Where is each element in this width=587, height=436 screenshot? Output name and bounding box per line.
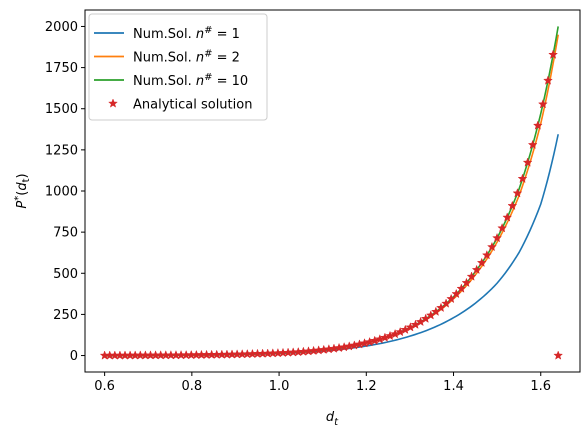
x-tick-label: 1.2 [356, 379, 377, 394]
analytical-star-marker [548, 49, 559, 59]
legend-label-sup: # [204, 25, 212, 36]
series-line-1 [104, 134, 559, 357]
legend-star-icon [108, 98, 118, 108]
x-axis-label: dt [326, 410, 339, 428]
legend-label: Num.Sol. n# = 10 [133, 72, 248, 89]
analytical-star-marker [517, 173, 528, 183]
analytical-star-marker [481, 250, 492, 260]
y-axis-label-main: P [15, 201, 30, 209]
analytical-star-marker [466, 271, 477, 281]
y-tick-label: 2000 [45, 20, 78, 35]
analytical-star-marker [497, 222, 508, 233]
y-tick-label: 1500 [45, 102, 78, 117]
y-axis-label-close: ) [15, 173, 30, 178]
analytical-star-marker [543, 75, 553, 85]
analytical-star-marker [553, 350, 564, 360]
legend-label: Num.Sol. n# = 1 [133, 25, 240, 42]
y-tick-label: 0 [70, 349, 78, 364]
legend-label-prefix: Num.Sol. [133, 27, 196, 42]
y-axis-label: P*(dt) [13, 173, 32, 208]
y-tick-label: 250 [53, 308, 78, 323]
analytical-star-marker [476, 257, 487, 268]
x-tick-label: 1.0 [269, 379, 290, 394]
legend-label-prefix: Analytical solution [133, 98, 252, 113]
y-tick-label: 1750 [45, 61, 78, 76]
legend-label-var: n [196, 27, 204, 42]
legend-label: Analytical solution [133, 98, 252, 113]
analytical-star-marker [471, 264, 482, 275]
analytical-star-marker [537, 99, 548, 109]
x-tick-label: 0.6 [94, 379, 115, 394]
analytical-star-marker [446, 293, 457, 304]
analytical-star-marker [522, 157, 533, 167]
y-axis-label-sup: * [13, 196, 24, 201]
y-axis-label-open: ( [15, 191, 30, 196]
legend-label: Num.Sol. n# = 2 [133, 49, 240, 66]
analytical-star-marker [532, 120, 543, 130]
y-tick-label: 1250 [45, 143, 78, 158]
x-axis-label-sub: t [334, 417, 339, 428]
y-tick-label: 500 [53, 267, 78, 282]
y-tick-label: 750 [53, 226, 78, 241]
legend-label-suffix: = 10 [212, 74, 248, 89]
x-tick-label: 1.6 [530, 379, 551, 394]
x-tick-label: 0.8 [182, 379, 203, 394]
legend-label-prefix: Num.Sol. [133, 51, 196, 66]
analytical-star-marker [486, 241, 497, 252]
legend-box [88, 13, 268, 121]
analytical-star-marker [461, 277, 472, 288]
y-axis-label-arg-base: d [15, 182, 30, 191]
y-axis-label-arg-sub: t [21, 178, 32, 182]
analytical-star-marker [451, 288, 462, 299]
legend-label-prefix: Num.Sol. [133, 74, 196, 89]
analytical-star-marker [527, 139, 538, 150]
analytical-star-marker [512, 188, 523, 198]
analytical-star-marker [502, 212, 513, 222]
y-tick-label: 1000 [45, 185, 78, 200]
legend-label-var: n [196, 51, 204, 66]
x-axis-label-base: d [326, 410, 335, 425]
legend-label-sup: # [204, 49, 212, 60]
analytical-star-marker [456, 283, 467, 293]
legend-label-suffix: = 1 [212, 27, 239, 42]
analytical-star-marker [507, 200, 518, 211]
analytical-star-marker [492, 232, 502, 243]
legend-label-sup: # [204, 72, 212, 83]
legend-label-var: n [196, 74, 204, 89]
legend-label-suffix: = 2 [212, 51, 239, 66]
x-tick-label: 1.4 [443, 379, 464, 394]
